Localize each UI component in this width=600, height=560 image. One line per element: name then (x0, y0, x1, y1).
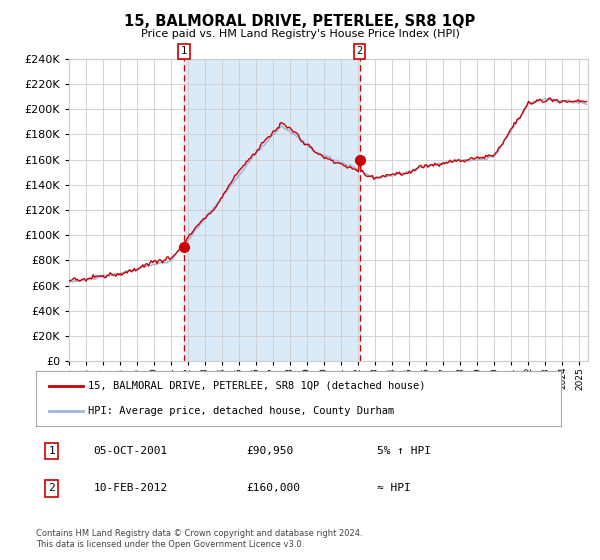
Text: 1: 1 (49, 446, 55, 456)
Text: 2: 2 (49, 483, 55, 493)
Text: 10-FEB-2012: 10-FEB-2012 (94, 483, 168, 493)
Text: Price paid vs. HM Land Registry's House Price Index (HPI): Price paid vs. HM Land Registry's House … (140, 29, 460, 39)
Text: 05-OCT-2001: 05-OCT-2001 (94, 446, 168, 456)
Text: Contains HM Land Registry data © Crown copyright and database right 2024.
This d: Contains HM Land Registry data © Crown c… (36, 529, 362, 549)
Text: 15, BALMORAL DRIVE, PETERLEE, SR8 1QP: 15, BALMORAL DRIVE, PETERLEE, SR8 1QP (124, 14, 476, 29)
Text: 2: 2 (356, 46, 363, 57)
Bar (184, 59, 359, 361)
Text: HPI: Average price, detached house, County Durham: HPI: Average price, detached house, Coun… (89, 406, 395, 416)
Text: ≈ HPI: ≈ HPI (377, 483, 411, 493)
Text: £90,950: £90,950 (246, 446, 293, 456)
Text: 1: 1 (181, 46, 187, 57)
Text: £160,000: £160,000 (246, 483, 300, 493)
Text: 5% ↑ HPI: 5% ↑ HPI (377, 446, 431, 456)
Text: 15, BALMORAL DRIVE, PETERLEE, SR8 1QP (detached house): 15, BALMORAL DRIVE, PETERLEE, SR8 1QP (d… (89, 381, 426, 390)
